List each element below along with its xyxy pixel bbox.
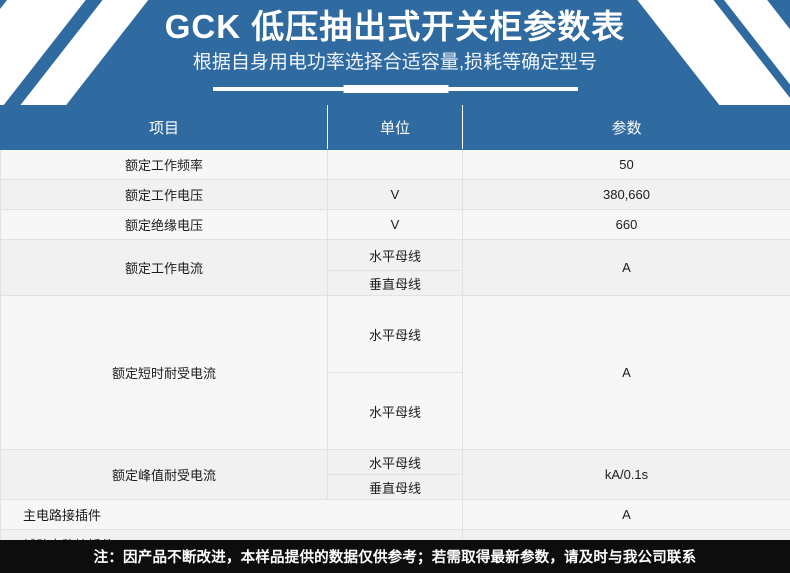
table-row: 额定峰值耐受电流 水平母线 kA/0.1s 176 bbox=[0, 449, 790, 500]
cell-unit: A bbox=[462, 499, 790, 530]
cell-item: 额定绝缘电压 bbox=[0, 209, 328, 240]
cell-unit: A bbox=[462, 239, 790, 296]
footer-note-text: 注：因产品不断改进，本样品提供的数据仅供参考；若需取得最新参数，请及时与我公司联… bbox=[93, 550, 697, 566]
cell-value: 380,660 bbox=[462, 179, 790, 210]
cell-subitem: 水平母线 bbox=[327, 372, 463, 450]
table-row: 垂直母线 600 bbox=[1, 270, 790, 296]
cell-item-group: 额定峰值耐受电流 bbox=[0, 449, 328, 500]
cell-subitem: 水平母线 bbox=[327, 239, 463, 271]
table-row: 主电路接插件 A 200,400 bbox=[0, 499, 790, 530]
cell-unit: A bbox=[462, 295, 790, 450]
cell-subitem: 水平母线 bbox=[327, 449, 463, 475]
header-banner: GCK 低压抽出式开关柜参数表 根据自身用电功率选择合适容量,损耗等确定型号 bbox=[0, 0, 790, 105]
cell-item-group: 额定短时耐受电流 bbox=[0, 295, 328, 450]
cell-subitem: 垂直母线 bbox=[327, 474, 463, 500]
cell-item-group: 额定工作电流 bbox=[0, 239, 328, 296]
page-subtitle: 根据自身用电功率选择合适容量,损耗等确定型号 bbox=[192, 52, 598, 74]
page-title: GCK 低压抽出式开关柜参数表 bbox=[164, 8, 626, 45]
table-row: 水平母线 50kA(有效值)/1秒 bbox=[1, 372, 790, 450]
cell-subitem: 垂直母线 bbox=[327, 270, 463, 296]
column-header-param: 参数 bbox=[462, 105, 790, 150]
table-header-row: 项目 单位 参数 bbox=[0, 105, 790, 150]
table-row: 额定工作电压 V 380,660 bbox=[0, 179, 790, 210]
table-row: 额定短时耐受电流 水平母线 A 80kA(有效值)/1秒 bbox=[0, 295, 790, 450]
footer-note-bar: 注：因产品不断改进，本样品提供的数据仅供参考；若需取得最新参数，请及时与我公司联… bbox=[0, 540, 790, 573]
cell-value: 660 bbox=[462, 209, 790, 240]
cell-item: 额定工作频率 bbox=[0, 149, 328, 180]
parameters-table: 项目 单位 参数 额定工作频率 50 额定工作电压 V 380,660 额定绝缘… bbox=[0, 105, 790, 573]
table-row: 额定工作频率 50 bbox=[0, 149, 790, 180]
cell-value: 50 bbox=[462, 149, 790, 180]
table-row: 额定工作电流 水平母线 A 630-3150 bbox=[0, 239, 790, 296]
cell-item: 主电路接插件 bbox=[0, 499, 463, 530]
table-row: 额定绝缘电压 V 660 bbox=[0, 209, 790, 240]
table-body: 额定工作频率 50 额定工作电压 V 380,660 额定绝缘电压 V 660 … bbox=[0, 149, 790, 573]
cell-unit: V bbox=[327, 179, 463, 210]
cell-unit: V bbox=[327, 209, 463, 240]
column-header-item: 项目 bbox=[0, 105, 328, 150]
title-divider-rule bbox=[213, 87, 578, 91]
column-header-unit: 单位 bbox=[327, 105, 463, 150]
cell-unit: kA/0.1s bbox=[462, 449, 790, 500]
cell-unit bbox=[327, 149, 463, 180]
cell-subitem: 水平母线 bbox=[327, 295, 463, 373]
cell-item: 额定工作电压 bbox=[0, 179, 328, 210]
